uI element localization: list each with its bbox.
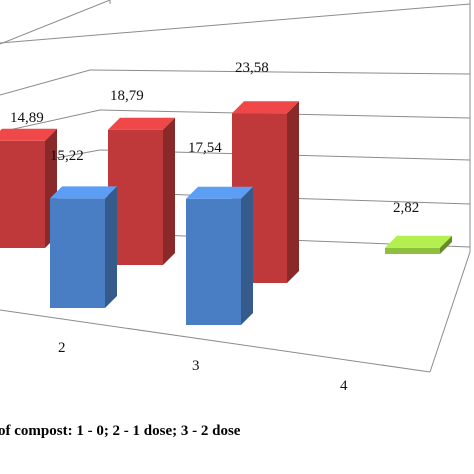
gridline-4 [89, 69, 471, 75]
bar-s1-c2 [186, 186, 253, 325]
gridline-5 [0, 109, 101, 133]
value-label-s2-c3: 2,82 [393, 200, 419, 216]
value-label-s0-c1: 14,89 [10, 110, 44, 126]
value-label-s1-c1: 15,22 [50, 148, 84, 164]
x-tick-label-3: 3 [192, 358, 200, 374]
bar-s0-c2 [108, 117, 175, 265]
gridline-15 [429, 251, 471, 373]
x-axis-label: of compost: 1 - 0; 2 - 1 dose; 3 - 2 dos… [0, 423, 241, 439]
gridline-1 [0, 0, 111, 45]
value-labels-layer: 14,89 18,79 23,58 15,22 17,54 2,82 [10, 60, 419, 216]
gridline-3 [0, 69, 91, 96]
x-tick-label-2: 2 [58, 340, 66, 356]
x-tick-labels: 2 3 4 [58, 340, 348, 394]
gridline-0 [0, 3, 471, 44]
bar-s0-c1 [0, 128, 57, 248]
bar-s2-c3 [385, 235, 452, 254]
value-label-s0-c2: 18,79 [110, 88, 144, 104]
x-tick-label-4: 4 [340, 378, 348, 394]
bar-s1-c1 [50, 186, 117, 308]
value-label-s1-c2: 17,54 [188, 140, 222, 156]
gridline-16 [0, 309, 431, 373]
value-label-s0-c3: 23,58 [235, 60, 269, 76]
bars-layer [0, 101, 452, 325]
